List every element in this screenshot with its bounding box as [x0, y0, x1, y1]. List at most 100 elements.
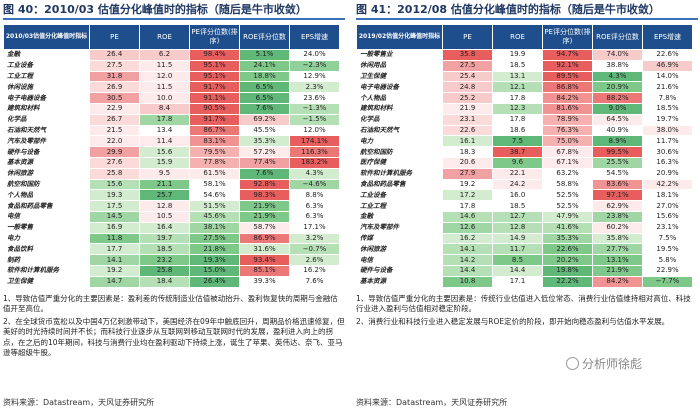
industry-name: 硬件与设备	[356, 264, 443, 277]
table-cell: 20.9%	[592, 81, 643, 94]
table-cell: 45.6%	[189, 210, 240, 223]
table-cell: 4.3%	[289, 167, 340, 180]
table-cell: 22.9%	[642, 264, 693, 277]
industry-name: 金融	[3, 49, 90, 61]
right-header-corner: 2019/02估值分化峰值时指标	[356, 24, 443, 50]
table-cell: 27.5%	[189, 232, 240, 245]
table-cell: 8.5	[492, 254, 543, 266]
industry-name: 卫生保健	[3, 275, 90, 288]
table-cell: 54.5%	[592, 167, 643, 180]
watermark: 分析师徐彪	[566, 355, 642, 372]
table-cell: 5.1%	[239, 49, 290, 61]
table-cell: 12.1	[492, 81, 543, 94]
table-row: 电力 11.8 19.7 27.5% 86.9% 3.2%	[3, 232, 340, 245]
table-cell: 93.4%	[239, 254, 290, 266]
table-cell: 8.4	[139, 102, 190, 115]
table-cell: 27.5	[442, 59, 493, 72]
table-cell: 11.4	[139, 135, 190, 148]
left-figure-panel: 图 40：2010/03 估值分化峰值时的指标（随后是牛市收敛） 2010/03…	[3, 0, 345, 413]
table-cell: 21.8%	[189, 243, 240, 256]
table-cell: 31.6%	[239, 243, 290, 256]
table-cell: 20.2%	[542, 254, 593, 266]
table-cell: 25.7	[139, 189, 190, 202]
right-figure-panel: 图 41：2012/08 估值分化峰值时的指标（随后是牛市收敛） 2019/02…	[356, 0, 698, 413]
table-cell: 2.3%	[289, 81, 340, 94]
table-cell: 7.8%	[642, 92, 693, 104]
table-cell: 83.1%	[189, 135, 240, 148]
wechat-icon	[566, 357, 579, 370]
table-cell: 12.0%	[289, 124, 340, 137]
table-cell: 18.5	[139, 243, 190, 256]
table-cell: 98.3%	[239, 189, 290, 202]
table-cell: 14.5	[89, 210, 140, 223]
table-cell: 10.0	[139, 92, 190, 104]
table-cell: 16.1	[442, 135, 493, 148]
table-row: 休闲旅游 14.1 11.7 22.6% 27.7% 19.5%	[356, 243, 693, 256]
table-row: 软件和计算机服务 27.9 22.1 63.2% 54.5% 20.9%	[356, 167, 693, 180]
table-cell: 27.9	[442, 167, 493, 180]
table-cell: 35.3%	[239, 135, 290, 148]
table-cell: 23.6%	[289, 92, 340, 104]
table-cell: 17.1%	[289, 221, 340, 234]
table-cell: 38.8%	[592, 59, 643, 72]
industry-name: 制药	[3, 254, 90, 266]
industry-name: 医疗保健	[356, 156, 443, 169]
table-row: 电子电器设备 24.8 12.1 86.8% 20.9% 21.6%	[356, 81, 693, 94]
table-cell: 21.9%	[239, 200, 290, 212]
table-cell: 92.1%	[542, 59, 593, 72]
table-cell: 17.8	[139, 113, 190, 126]
table-cell: 97.1%	[592, 189, 643, 202]
right-note-1: 1、导致估值严重分化的主要因素是：传统行业估值进入低位常态、消费行业估值维持相对…	[356, 293, 691, 314]
table-row: 基本资源 27.6 15.9 77.8% 77.4% 183.2%	[3, 156, 340, 169]
left-indicator-table: 2010/03估值分化峰值时指标 PE ROE PE评分位数(排序) ROE评分位数 EP…	[3, 24, 340, 288]
table-cell: 29.9	[89, 146, 140, 158]
table-row: 电子电器设备 30.5 10.0 91.1% 6.5% 23.6%	[3, 92, 340, 104]
industry-name: 个人物品	[3, 189, 90, 202]
table-cell: 63.2%	[542, 167, 593, 180]
table-cell: 78.9%	[542, 113, 593, 126]
right-figure-title: 图 41：2012/08 估值分化峰值时的指标（随后是牛市收敛）	[356, 0, 698, 20]
table-cell: 22.1	[492, 167, 543, 180]
table-cell: 89.5%	[542, 70, 593, 83]
table-cell: 15.6	[89, 178, 140, 191]
industry-name: 建筑和材料	[3, 102, 90, 115]
table-cell: 67.1%	[542, 156, 593, 169]
table-cell: 16.9	[89, 221, 140, 234]
table-cell: 18.3	[442, 146, 493, 158]
table-cell: 51.5%	[189, 200, 240, 212]
table-cell: 21.1	[139, 178, 190, 191]
table-cell: 41.6%	[542, 221, 593, 234]
left-table-header-row: 2010/03估值分化峰值时指标 PE ROE PE评分位数(排序) ROE评分位数 EP…	[3, 24, 340, 50]
table-cell: 6.2	[139, 49, 190, 61]
table-cell: 18.8%	[239, 70, 290, 83]
table-cell: 23.1	[442, 113, 493, 126]
table-cell: 77.4%	[239, 156, 290, 169]
table-cell: 17.7	[89, 243, 140, 256]
table-cell: 21.9%	[239, 210, 290, 223]
table-row: 一般零售 16.9 16.4 38.1% 58.7% 17.1%	[3, 221, 340, 234]
table-cell: 79.5%	[189, 146, 240, 158]
industry-name: 休闲设施	[3, 81, 90, 94]
table-cell: 27.5	[89, 59, 140, 72]
industry-name: 软件和计算机服务	[3, 264, 90, 277]
table-cell: 23.2	[139, 254, 190, 266]
table-cell: 12.3	[492, 102, 543, 115]
table-cell: 31.8	[89, 70, 140, 83]
table-cell: 52.5%	[542, 200, 593, 212]
industry-name: 食品和药品零售	[3, 200, 90, 212]
table-cell: 15.9	[139, 156, 190, 169]
table-cell: 9.6	[492, 156, 543, 169]
table-cell: 19.5%	[642, 243, 693, 256]
right-column-header: PE评分位数(排序)	[542, 24, 593, 50]
table-cell: 7.5	[492, 135, 543, 148]
table-cell: 86.9%	[239, 232, 290, 245]
table-cell: 18.5	[492, 200, 543, 212]
table-row: 传媒 16.2 14.9 35.3% 35.8% 7.5%	[356, 232, 693, 245]
table-row: 汽车及零部件 22.0 11.4 83.1% 35.3% 174.1%	[3, 135, 340, 148]
table-cell: 84.2%	[592, 275, 643, 288]
table-cell: 75.0%	[542, 135, 593, 148]
table-cell: 8.9%	[592, 135, 643, 148]
industry-name: 电信	[3, 210, 90, 223]
right-source: 资料来源：Datastream，天风证券研究所	[356, 398, 508, 407]
table-cell: 22.2%	[542, 275, 593, 288]
